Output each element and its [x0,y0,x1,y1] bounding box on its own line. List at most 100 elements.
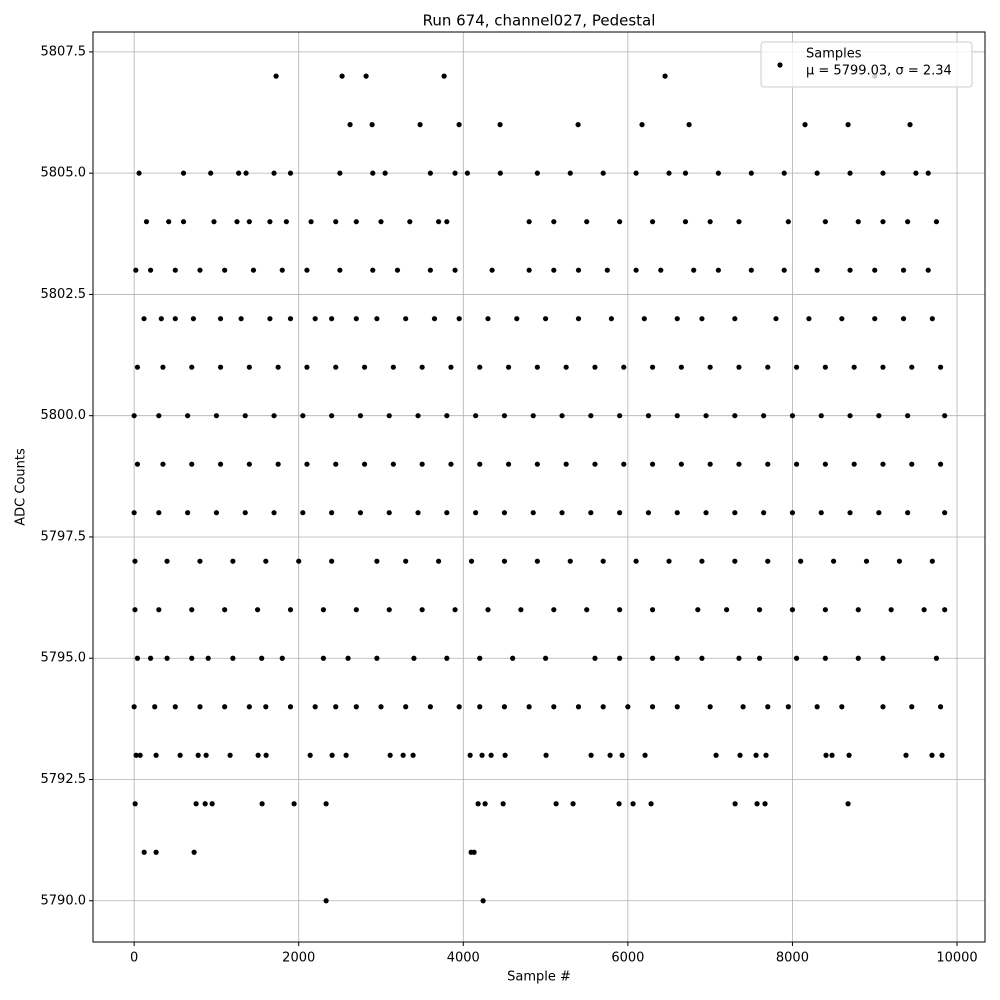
data-point [304,364,310,370]
plot-frame [92,31,986,943]
data-point [551,267,557,273]
data-point [283,219,289,225]
data-point [136,170,142,176]
data-point [133,752,139,758]
data-point [480,898,486,904]
data-point [259,655,265,661]
data-point [649,461,656,467]
data-point [489,267,495,273]
data-point [263,558,269,564]
data-point [452,170,458,176]
data-point [648,801,654,807]
data-point [699,558,705,564]
x-tick-label: 0 [130,951,138,966]
data-point [131,510,137,516]
data-point [674,413,680,419]
data-point [699,316,705,322]
data-point [337,170,343,176]
data-point [621,461,627,467]
data-point [164,558,170,564]
data-point [559,413,565,419]
data-point [666,558,672,564]
data-point [534,558,540,564]
data-point [246,364,252,370]
data-point [724,607,730,613]
data-point [604,267,610,273]
data-point [193,801,199,807]
data-point [880,170,886,176]
data-point [933,219,940,225]
data-point [217,364,224,370]
data-point [464,170,471,176]
data-point [222,607,228,613]
data-point [497,122,503,128]
data-point [674,655,680,661]
data-point [793,364,800,370]
data-point [732,413,738,419]
data-point [534,364,540,370]
data-point [456,704,462,710]
data-point [296,558,302,564]
data-point [695,607,701,613]
data-point [386,413,392,419]
data-point [686,122,692,128]
data-point [323,898,329,904]
data-point [141,849,147,855]
data-point [645,510,652,516]
data-point [275,461,281,467]
data-point [929,316,935,322]
data-point [208,170,214,176]
data-point [267,316,273,322]
data-point [160,461,166,467]
data-point [542,655,549,661]
data-point [505,461,512,467]
data-point [937,364,944,370]
data-point [909,704,915,710]
data-point [131,704,137,710]
data-point [793,655,800,661]
data-point [195,752,201,758]
data-point [333,704,339,710]
data-point [131,413,137,419]
data-point [287,170,294,176]
data-point [291,801,297,807]
data-point [818,510,824,516]
data-point [691,267,697,273]
data-point [682,219,689,225]
data-point [855,655,861,661]
data-point [441,73,447,79]
data-point [329,558,335,564]
data-point [243,170,249,176]
data-point [374,655,380,661]
data-point [473,510,479,516]
data-point [625,704,631,710]
chart-title: Run 674, channel027, Pedestal [423,12,656,30]
data-point [190,316,196,322]
data-point [312,704,318,710]
data-point [732,316,738,322]
data-point [497,170,503,176]
data-point [370,267,376,273]
data-point [929,558,935,564]
data-point [736,655,742,661]
data-point [617,510,623,516]
data-point [888,607,894,613]
data-point [134,364,141,370]
data-point [753,752,759,758]
data-point [205,655,211,661]
data-point [242,510,248,516]
data-point [211,219,217,225]
data-point [588,752,594,758]
data-point [678,461,684,467]
data-point [378,704,384,710]
data-point [287,704,294,710]
data-point [353,704,359,710]
data-point [320,655,327,661]
data-point [132,801,138,807]
data-point [551,607,557,613]
data-point [551,704,557,710]
data-point [933,655,940,661]
data-point [415,413,421,419]
data-point [575,122,581,128]
data-point [485,607,491,613]
